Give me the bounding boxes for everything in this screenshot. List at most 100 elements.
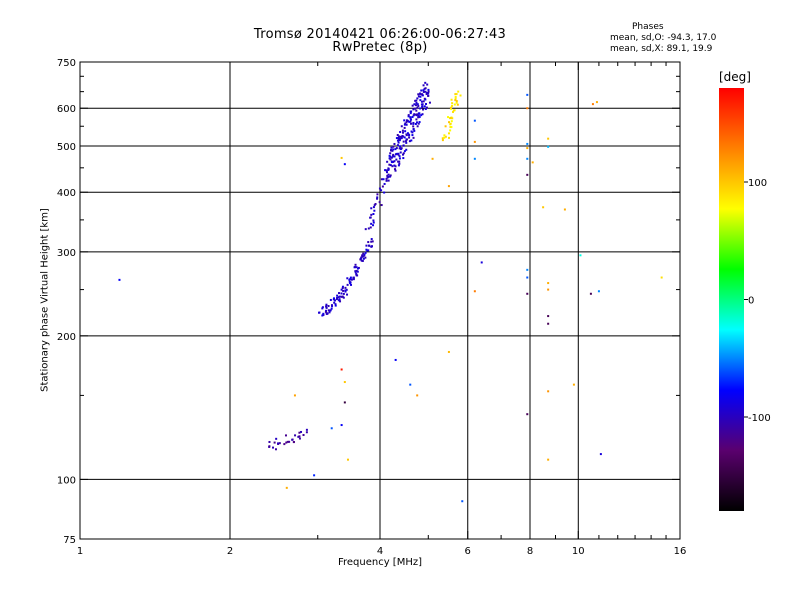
- trace-point: [298, 435, 301, 438]
- trace-point: [378, 201, 381, 204]
- trace-point: [400, 147, 403, 150]
- trace-point: [454, 99, 457, 102]
- trace-point: [369, 216, 372, 219]
- scatter-point: [526, 268, 529, 271]
- trace-point: [336, 294, 339, 297]
- trace-point: [364, 228, 367, 231]
- trace-point: [274, 448, 277, 451]
- trace-point: [414, 104, 417, 107]
- trace-point: [455, 93, 458, 96]
- trace-point: [418, 115, 421, 118]
- trace-point: [330, 307, 333, 310]
- trace-point: [409, 116, 412, 119]
- trace-point: [396, 144, 399, 147]
- trace-point: [413, 103, 416, 106]
- trace-point: [443, 134, 446, 137]
- scatter-point: [343, 401, 346, 404]
- trace-point: [424, 87, 427, 90]
- trace-point: [339, 300, 342, 303]
- trace-point: [397, 137, 400, 140]
- trace-point: [395, 158, 398, 161]
- trace-point: [389, 164, 392, 167]
- trace-point: [336, 296, 339, 299]
- trace-point: [403, 150, 406, 153]
- trace-point: [338, 298, 341, 301]
- trace-point: [405, 134, 408, 137]
- trace-point: [333, 301, 336, 304]
- trace-point: [355, 266, 358, 269]
- trace-point: [425, 91, 428, 94]
- trace-point: [405, 121, 408, 124]
- trace-point: [364, 251, 367, 254]
- trace-point: [398, 155, 401, 158]
- trace-point: [399, 151, 402, 154]
- trace-point: [348, 278, 351, 281]
- trace-point: [424, 90, 427, 93]
- trace-point: [409, 117, 412, 120]
- x-tick-label: 10: [572, 546, 585, 557]
- trace-point: [305, 428, 308, 431]
- trace-point: [454, 93, 457, 96]
- scatter-point: [473, 290, 476, 293]
- trace-point: [344, 290, 347, 293]
- trace-point: [376, 193, 379, 196]
- trace-point: [424, 103, 427, 105]
- trace-point: [380, 189, 383, 192]
- trace-point: [411, 115, 414, 118]
- trace-point: [385, 179, 388, 182]
- trace-point: [294, 434, 297, 437]
- trace-point: [422, 100, 425, 103]
- trace-point: [392, 155, 395, 158]
- trace-point: [403, 136, 406, 139]
- trace-point: [412, 136, 415, 139]
- trace-point: [327, 309, 330, 312]
- trace-point: [298, 431, 301, 434]
- scatter-point: [394, 358, 397, 361]
- trace-point: [450, 98, 453, 101]
- trace-point: [388, 157, 391, 160]
- trace-point: [341, 295, 344, 298]
- x-axis-label: Frequency [MHz]: [337, 557, 423, 568]
- trace-point: [387, 179, 390, 182]
- scatter-point: [526, 107, 529, 110]
- trace-point: [398, 162, 401, 165]
- trace-point: [350, 278, 353, 281]
- trace-point: [392, 148, 395, 151]
- trace-point: [399, 131, 402, 134]
- trace-point: [326, 312, 329, 315]
- trace-point: [420, 93, 423, 96]
- trace-point: [285, 441, 288, 444]
- trace-point: [331, 305, 334, 308]
- scatter-point: [313, 474, 316, 477]
- scatter-point: [526, 93, 529, 96]
- trace-point: [342, 292, 345, 295]
- trace-point: [354, 270, 357, 273]
- phases-heading: Phases: [632, 22, 664, 32]
- trace-point: [453, 109, 456, 112]
- trace-point: [405, 148, 408, 151]
- trace-point: [359, 257, 362, 260]
- trace-point: [321, 307, 324, 310]
- trace-point: [268, 440, 271, 443]
- trace-point: [405, 123, 408, 126]
- trace-point: [418, 112, 421, 115]
- trace-point: [268, 445, 271, 448]
- trace-point: [427, 92, 430, 95]
- trace-point: [415, 121, 418, 124]
- trace-point: [444, 125, 447, 128]
- trace-point: [378, 187, 381, 190]
- trace-point: [370, 207, 373, 210]
- scatter-point: [346, 458, 349, 461]
- scatter-point: [597, 290, 600, 293]
- scatter-point: [531, 161, 534, 164]
- trace-point: [370, 213, 373, 216]
- grid-lines: [80, 62, 680, 539]
- trace-point: [408, 136, 411, 139]
- trace-point: [359, 258, 362, 261]
- trace-point: [386, 160, 389, 163]
- trace-point: [397, 152, 400, 155]
- trace-point: [403, 126, 406, 129]
- trace-point: [443, 136, 446, 139]
- trace-point: [420, 100, 423, 103]
